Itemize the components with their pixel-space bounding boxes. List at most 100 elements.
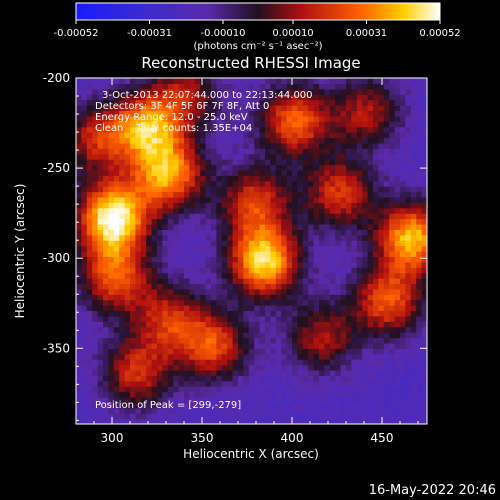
heatmap-cell bbox=[292, 391, 298, 398]
heatmap-cell bbox=[270, 191, 277, 198]
heatmap-cell bbox=[113, 261, 120, 268]
heatmap-cell bbox=[243, 240, 250, 247]
heatmap-cell bbox=[329, 202, 336, 209]
heatmap-cell bbox=[389, 337, 396, 344]
heatmap-cell bbox=[205, 164, 212, 171]
heatmap-cell bbox=[216, 413, 223, 420]
colorbar: -0.00052 -0.00031 -0.00010 0.00010 0.00031 0.… bbox=[54, 2, 461, 52]
heatmap-cell bbox=[286, 229, 293, 236]
heatmap-cell bbox=[270, 105, 277, 112]
heatmap-cell bbox=[329, 180, 336, 187]
heatmap-cell bbox=[383, 218, 390, 225]
heatmap-cell bbox=[400, 88, 406, 95]
heatmap-cell bbox=[243, 315, 250, 322]
heatmap-cell bbox=[189, 202, 196, 209]
heatmap-cell bbox=[76, 359, 82, 366]
heatmap-cell bbox=[167, 251, 174, 258]
heatmap-cell bbox=[351, 142, 358, 149]
heatmap-cell bbox=[162, 126, 169, 133]
heatmap-cell bbox=[329, 380, 336, 387]
heatmap-cell bbox=[178, 288, 185, 295]
heatmap-cell bbox=[238, 299, 244, 306]
heatmap-cell bbox=[302, 148, 309, 155]
heatmap-cell bbox=[76, 326, 82, 333]
heatmap-cell bbox=[329, 391, 336, 398]
heatmap-cell bbox=[167, 353, 174, 360]
heatmap-cell bbox=[373, 148, 379, 155]
heatmap-cell bbox=[421, 169, 427, 176]
heatmap-cell bbox=[97, 88, 104, 95]
heatmap-cell bbox=[76, 315, 82, 322]
heatmap-cell bbox=[119, 110, 126, 117]
heatmap-cell bbox=[297, 294, 304, 301]
heatmap-cell bbox=[281, 153, 288, 160]
heatmap-cell bbox=[389, 186, 396, 193]
x-tick-label: 450 bbox=[371, 431, 394, 445]
heatmap-cell bbox=[389, 83, 396, 90]
heatmap-cell bbox=[367, 418, 374, 424]
heatmap-cell bbox=[135, 142, 142, 149]
heatmap-cell bbox=[319, 115, 325, 122]
heatmap-cell bbox=[356, 272, 363, 279]
heatmap-cell bbox=[194, 202, 201, 209]
heatmap-cell bbox=[221, 213, 228, 220]
heatmap-cell bbox=[335, 153, 342, 160]
heatmap-cell bbox=[254, 153, 261, 160]
heatmap-cell bbox=[292, 261, 298, 268]
heatmap-cell bbox=[356, 223, 363, 230]
heatmap-cell bbox=[329, 191, 336, 198]
heatmap-cell bbox=[86, 305, 93, 312]
heatmap-cell bbox=[313, 186, 320, 193]
heatmap-cell bbox=[97, 137, 104, 144]
heatmap-cell bbox=[232, 261, 239, 268]
heatmap-cell bbox=[373, 186, 379, 193]
heatmap-cell bbox=[92, 337, 99, 344]
heatmap-cell bbox=[173, 359, 180, 366]
heatmap-cell bbox=[416, 159, 423, 166]
heatmap-cell bbox=[162, 337, 169, 344]
heatmap-cell bbox=[205, 202, 212, 209]
heatmap-cell bbox=[394, 121, 401, 128]
heatmap-cell bbox=[140, 191, 147, 198]
heatmap-cell bbox=[221, 359, 228, 366]
heatmap-cell bbox=[324, 391, 331, 398]
heatmap-cell bbox=[351, 218, 358, 225]
heatmap-cell bbox=[308, 305, 315, 312]
heatmap-cell bbox=[135, 213, 142, 220]
heatmap-cell bbox=[373, 251, 379, 258]
heatmap-cell bbox=[92, 353, 99, 360]
heatmap-cell bbox=[346, 169, 352, 176]
annotation-energy-range: Energy Range: 12.0 - 25.0 keV bbox=[95, 112, 248, 123]
heatmap-cell bbox=[302, 159, 309, 166]
heatmap-cell bbox=[238, 229, 244, 236]
heatmap-cell bbox=[329, 261, 336, 268]
heatmap-cell bbox=[211, 142, 217, 149]
heatmap-cell bbox=[97, 175, 104, 182]
heatmap-cell bbox=[184, 386, 190, 393]
heatmap-cell bbox=[421, 229, 427, 236]
heatmap-cell bbox=[254, 223, 261, 230]
heatmap-cell bbox=[205, 94, 212, 101]
heatmap-cell bbox=[400, 83, 406, 90]
heatmap-cell bbox=[383, 196, 390, 203]
colorbar-tick-label: 0.00031 bbox=[346, 28, 387, 39]
heatmap-cell bbox=[340, 137, 347, 144]
heatmap-cell bbox=[416, 132, 423, 139]
heatmap-cell bbox=[389, 234, 396, 241]
heatmap-cell bbox=[248, 418, 255, 424]
heatmap-cell bbox=[416, 191, 423, 198]
heatmap-cell bbox=[173, 402, 180, 409]
heatmap-cell bbox=[81, 137, 88, 144]
heatmap-cell bbox=[184, 126, 190, 133]
heatmap-cell bbox=[243, 380, 250, 387]
heatmap-cell bbox=[281, 391, 288, 398]
heatmap-cell bbox=[270, 348, 277, 355]
heatmap-cell bbox=[211, 207, 217, 214]
heatmap-cell bbox=[254, 234, 261, 241]
heatmap-cell bbox=[308, 148, 315, 155]
heatmap-cell bbox=[92, 110, 99, 117]
heatmap-cell bbox=[410, 299, 417, 306]
heatmap-cell bbox=[76, 175, 82, 182]
heatmap-cell bbox=[346, 321, 352, 328]
heatmap-cell bbox=[151, 310, 158, 317]
